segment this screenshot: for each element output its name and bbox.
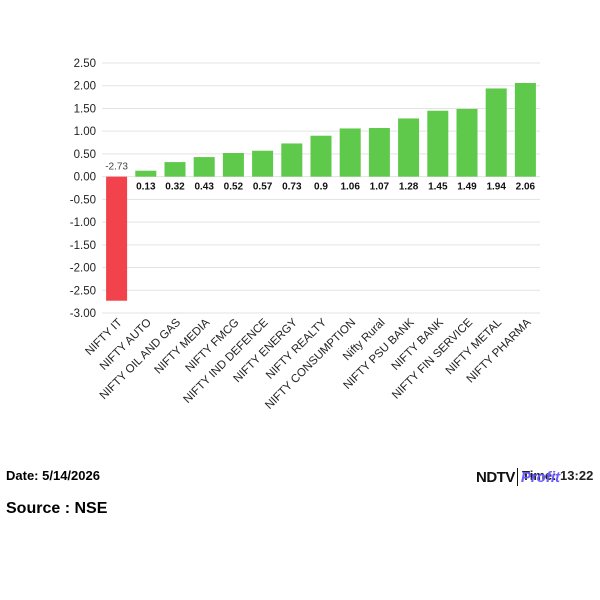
y-tick-label: -1.00 bbox=[70, 217, 96, 229]
data-label: 1.06 bbox=[340, 182, 360, 193]
data-label: 1.07 bbox=[370, 182, 390, 193]
bar bbox=[193, 157, 215, 177]
date-label: Date: 5/14/2026 bbox=[6, 468, 100, 483]
bar bbox=[310, 135, 332, 177]
bar bbox=[222, 153, 244, 177]
data-label: 1.45 bbox=[428, 182, 448, 193]
bar-chart: -3.00 -2.50 -2.00 -1.50 -1.00 -0.50 0.00 0.50 1.… bbox=[70, 58, 540, 412]
bar bbox=[427, 110, 449, 177]
bar bbox=[485, 88, 507, 177]
logo-divider bbox=[516, 468, 518, 486]
y-tick-label: -1.50 bbox=[70, 240, 96, 252]
y-tick-label: 0.50 bbox=[74, 149, 96, 161]
bar bbox=[252, 150, 274, 177]
y-tick-label: -2.50 bbox=[70, 285, 96, 297]
bar bbox=[456, 108, 478, 177]
bar bbox=[281, 143, 303, 177]
y-tick-label: 0.00 bbox=[74, 172, 96, 184]
data-label: 1.28 bbox=[399, 182, 419, 193]
y-tick-label: 2.00 bbox=[74, 81, 96, 93]
bar bbox=[106, 176, 128, 301]
chart-svg: -3.00 -2.50 -2.00 -1.50 -1.00 -0.50 0.00 0.50 1.… bbox=[70, 58, 540, 412]
bar bbox=[164, 162, 186, 177]
data-label: 2.06 bbox=[516, 182, 536, 193]
time-label: Time: 13:22 bbox=[522, 468, 594, 483]
bar bbox=[368, 128, 390, 177]
data-label: 0.73 bbox=[282, 182, 302, 193]
bar bbox=[398, 118, 420, 177]
bar bbox=[135, 170, 157, 177]
data-label: 0.43 bbox=[194, 182, 214, 193]
y-tick-label: -0.50 bbox=[70, 194, 96, 206]
y-tick-label: 1.50 bbox=[74, 103, 96, 115]
logo-profit-text: Profit bbox=[520, 468, 561, 486]
data-label: 0.32 bbox=[165, 182, 185, 193]
data-label: 0.57 bbox=[253, 182, 273, 193]
y-tick-label: -3.00 bbox=[70, 308, 96, 320]
data-label: -2.73 bbox=[105, 162, 128, 173]
y-tick-label: -2.00 bbox=[70, 263, 96, 275]
y-tick-label: 2.50 bbox=[74, 58, 96, 70]
bar bbox=[514, 83, 536, 177]
logo-ndtv-text: NDTV bbox=[476, 468, 515, 486]
data-label: 1.49 bbox=[457, 182, 477, 193]
data-label: 0.13 bbox=[136, 182, 156, 193]
data-label: 0.52 bbox=[224, 182, 244, 193]
bar bbox=[339, 128, 361, 177]
data-label: 1.94 bbox=[486, 182, 506, 193]
y-tick-label: 1.00 bbox=[74, 126, 96, 138]
ndtv-profit-logo: NDTV Profit bbox=[476, 466, 560, 488]
source-label: Source : NSE bbox=[6, 500, 108, 517]
data-label: 0.9 bbox=[314, 182, 328, 193]
